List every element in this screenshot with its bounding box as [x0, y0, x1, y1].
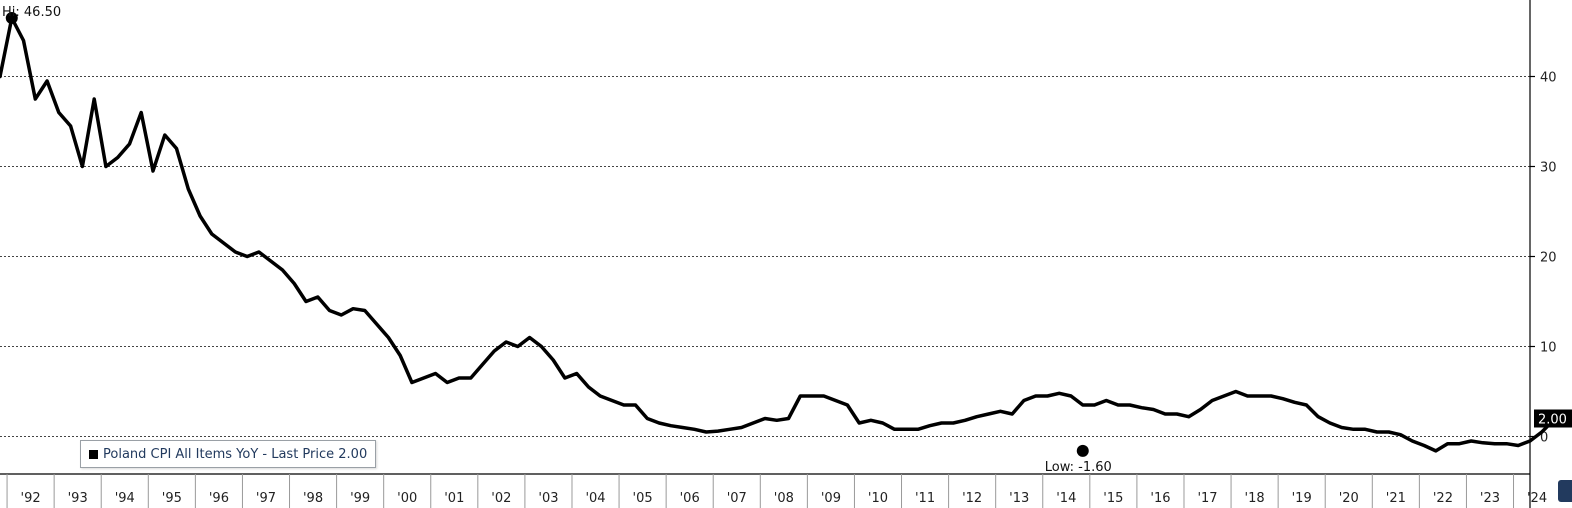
x-axis: '92 '93 '94 '95 '96 '97 '98 '99 '00 '01 '02 '03 '04 '… [0, 473, 1547, 508]
x-tick-label: '95 [162, 491, 182, 506]
x-tick-label: '13 [1009, 491, 1029, 506]
high-annotation-label: Hi: 46.50 [2, 5, 61, 20]
chart-menu-icon[interactable] [1558, 480, 1572, 502]
x-tick-label: '22 [1433, 491, 1453, 506]
series-layer [0, 12, 1572, 457]
x-tick-label: '96 [209, 491, 229, 506]
x-tick-label: '09 [821, 491, 841, 506]
x-tick-label: '15 [1103, 491, 1123, 506]
y-axis: 0 10 20 30 40 [1529, 0, 1557, 508]
x-tick-label: '93 [68, 491, 88, 506]
x-tick-label: '20 [1339, 491, 1359, 506]
x-tick-label: '23 [1480, 491, 1500, 506]
y-tick-label: 0 [1540, 431, 1548, 446]
series-line [0, 16, 1572, 453]
x-tick-label: '07 [727, 491, 747, 506]
x-tick-label: '03 [538, 491, 558, 506]
y-tick-label: 10 [1540, 341, 1557, 356]
gridlines [0, 76, 1530, 437]
x-tick-label: '12 [962, 491, 982, 506]
x-tick-label: '04 [585, 491, 605, 506]
last-price-badge [1534, 409, 1572, 428]
x-tick-label: '92 [21, 491, 41, 506]
annotations: Hi: 46.50 Low: -1.60 2.00 [2, 5, 1572, 475]
x-tick-label: '16 [1150, 491, 1170, 506]
high-marker [5, 12, 18, 24]
low-marker [1076, 444, 1089, 457]
x-tick-label: '11 [915, 491, 935, 506]
legend: Poland CPI All Items YoY - Last Price 2.… [80, 440, 377, 468]
x-tick-label: '24 [1527, 491, 1547, 506]
x-tick-label: '14 [1056, 491, 1076, 506]
low-annotation-label: Low: -1.60 [1045, 460, 1112, 475]
x-tick-label: '97 [256, 491, 276, 506]
y-tick-label: 20 [1540, 251, 1557, 266]
x-tick-label: '02 [491, 491, 511, 506]
x-tick-label: '08 [774, 491, 794, 506]
x-tick-label: '00 [397, 491, 417, 506]
x-tick-label: '06 [680, 491, 700, 506]
x-tick-label: '01 [444, 491, 464, 506]
y-tick-label: 30 [1540, 161, 1557, 176]
x-tick-label: '19 [1292, 491, 1312, 506]
legend-label: Poland CPI All Items YoY - Last Price 2.… [103, 446, 368, 462]
x-tick-label: '98 [303, 491, 323, 506]
legend-swatch [89, 449, 98, 459]
x-tick-label: '10 [868, 491, 888, 506]
x-tick-label: '94 [115, 491, 135, 506]
x-tick-label: '18 [1245, 491, 1265, 506]
x-tick-label: '99 [350, 491, 370, 506]
x-tick-label: '21 [1386, 491, 1406, 506]
last-price-label: 2.00 [1538, 413, 1567, 428]
x-tick-label: '17 [1197, 491, 1217, 506]
y-tick-label: 40 [1540, 71, 1557, 86]
x-tick-label: '05 [633, 491, 653, 506]
